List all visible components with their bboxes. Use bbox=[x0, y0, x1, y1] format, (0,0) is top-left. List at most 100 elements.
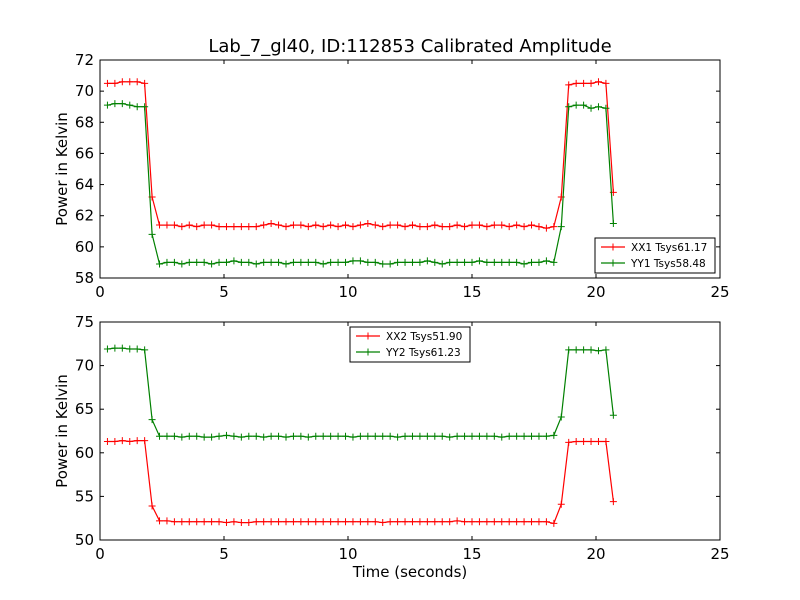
data-point-marker bbox=[275, 221, 283, 229]
data-point-marker bbox=[312, 432, 320, 440]
data-point-marker bbox=[170, 432, 178, 440]
data-point-marker bbox=[304, 518, 312, 526]
data-point-marker bbox=[609, 220, 617, 227]
data-point-marker bbox=[468, 518, 476, 526]
data-point-marker bbox=[304, 433, 312, 441]
data-point-marker bbox=[542, 518, 550, 526]
data-point-marker bbox=[252, 518, 260, 526]
data-point-marker bbox=[141, 437, 149, 445]
data-point-marker bbox=[282, 223, 290, 231]
data-point-marker bbox=[118, 100, 126, 108]
data-point-marker bbox=[156, 432, 164, 440]
data-point-marker bbox=[334, 432, 342, 440]
data-point-marker bbox=[594, 437, 602, 445]
data-point-marker bbox=[401, 223, 409, 231]
top-chart-panel: 0 5 10 15 20 25 58 60 62 64 66 68 70 72 Lab_7_gl40, ID… bbox=[53, 36, 730, 301]
data-point-marker bbox=[513, 432, 521, 440]
data-point-marker bbox=[379, 260, 387, 268]
legend-entry-label: YY1 Tsys58.48 bbox=[630, 258, 706, 270]
data-point-marker bbox=[513, 518, 521, 526]
data-point-marker bbox=[275, 518, 283, 526]
data-point-marker bbox=[260, 221, 268, 229]
data-point-marker bbox=[423, 223, 431, 231]
data-point-marker bbox=[565, 103, 573, 111]
data-point-marker bbox=[208, 433, 216, 441]
data-point-marker bbox=[468, 221, 476, 229]
data-point-marker bbox=[386, 260, 394, 268]
data-point-marker bbox=[282, 433, 290, 441]
data-point-marker bbox=[386, 221, 394, 229]
data-point-marker bbox=[505, 432, 513, 440]
data-point-marker bbox=[453, 517, 461, 525]
data-point-marker bbox=[193, 518, 201, 526]
data-point-marker bbox=[431, 518, 439, 526]
data-point-marker bbox=[133, 103, 141, 111]
chart-legend: XX1 Tsys61.17 YY1 Tsys58.48 bbox=[594, 237, 716, 274]
data-point-marker bbox=[267, 432, 275, 440]
y-tick-label: 70 bbox=[75, 357, 94, 375]
data-point-marker bbox=[193, 432, 201, 440]
data-point-marker bbox=[379, 432, 387, 440]
data-point-marker bbox=[282, 260, 290, 268]
data-point-marker bbox=[252, 223, 260, 231]
data-point-marker bbox=[342, 221, 350, 229]
data-point-marker bbox=[416, 223, 424, 231]
data-point-marker bbox=[468, 258, 476, 266]
data-point-marker bbox=[230, 518, 238, 526]
data-point-marker bbox=[215, 258, 223, 266]
data-point-marker bbox=[475, 432, 483, 440]
x-tick-label: 0 bbox=[95, 545, 105, 563]
data-point-marker bbox=[468, 432, 476, 440]
data-point-marker bbox=[163, 221, 171, 229]
data-point-marker bbox=[423, 257, 431, 265]
data-point-marker bbox=[364, 258, 372, 266]
data-point-marker bbox=[334, 258, 342, 266]
data-point-marker bbox=[401, 258, 409, 266]
y-tick-label: 50 bbox=[75, 531, 94, 549]
data-point-marker bbox=[371, 258, 379, 266]
x-tick-label: 20 bbox=[586, 283, 605, 301]
data-point-marker bbox=[528, 258, 536, 266]
data-point-marker bbox=[602, 346, 610, 354]
data-point-marker bbox=[401, 518, 409, 526]
data-point-marker bbox=[319, 518, 327, 526]
data-point-marker bbox=[252, 432, 260, 440]
data-point-marker bbox=[215, 432, 223, 440]
data-point-marker bbox=[453, 258, 461, 266]
plot-frame bbox=[99, 321, 721, 541]
data-point-marker bbox=[349, 433, 357, 441]
data-point-marker bbox=[185, 518, 193, 526]
data-point-marker bbox=[245, 432, 253, 440]
data-point-marker bbox=[111, 100, 119, 108]
data-point-marker bbox=[237, 519, 245, 527]
data-point-marker bbox=[371, 518, 379, 526]
data-point-marker bbox=[565, 81, 573, 89]
data-point-marker bbox=[178, 223, 186, 231]
data-point-marker bbox=[200, 258, 208, 266]
legend-swatch-marker bbox=[364, 332, 372, 340]
data-point-marker bbox=[461, 518, 469, 526]
data-point-marker bbox=[185, 432, 193, 440]
data-point-marker bbox=[133, 345, 141, 353]
data-point-marker bbox=[327, 258, 335, 266]
data-point-marker bbox=[609, 498, 617, 506]
data-point-marker bbox=[230, 223, 238, 231]
data-point-marker bbox=[431, 221, 439, 229]
data-point-marker bbox=[572, 101, 580, 109]
y-tick-label: 66 bbox=[75, 144, 94, 162]
data-point-marker bbox=[594, 103, 602, 111]
data-point-marker bbox=[535, 223, 543, 231]
data-point-marker bbox=[587, 437, 595, 445]
data-point-marker bbox=[297, 432, 305, 440]
x-tick-label: 5 bbox=[219, 545, 229, 563]
y-tick-label: 65 bbox=[75, 400, 94, 418]
legend-swatch-marker bbox=[364, 348, 372, 356]
data-point-marker bbox=[505, 223, 513, 231]
y-tick-label: 72 bbox=[75, 51, 94, 69]
data-point-marker bbox=[379, 223, 387, 231]
data-point-marker bbox=[208, 221, 216, 229]
data-point-marker bbox=[386, 518, 394, 526]
data-point-marker bbox=[438, 432, 446, 440]
data-point-marker bbox=[103, 345, 111, 353]
data-point-marker bbox=[483, 223, 491, 231]
